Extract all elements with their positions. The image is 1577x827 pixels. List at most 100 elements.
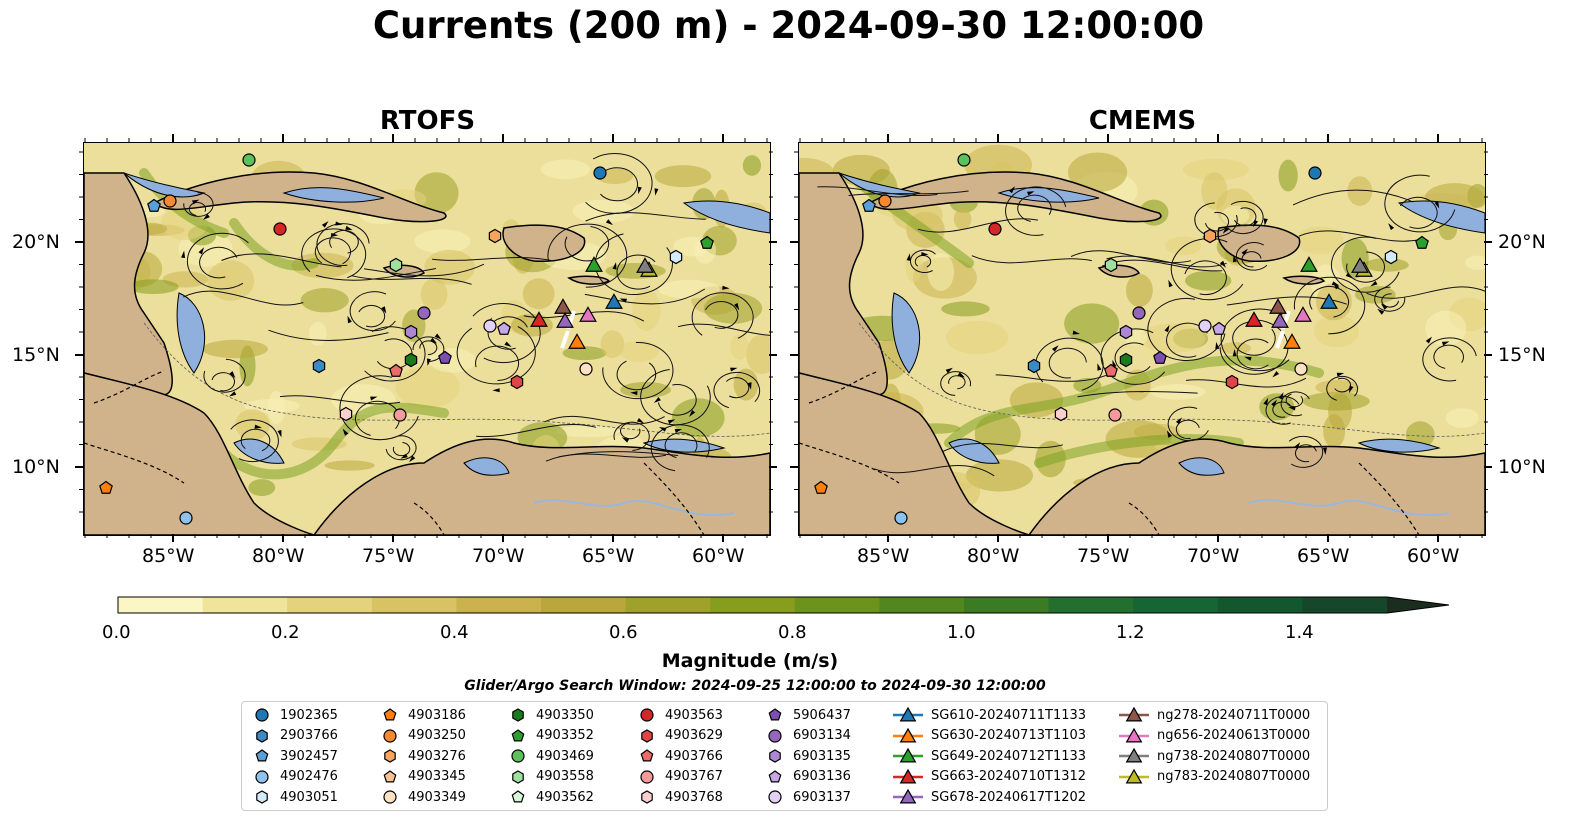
- streamline: [917, 218, 1038, 233]
- streamline-arrow: [1388, 223, 1395, 231]
- streamline-arrow: [1072, 330, 1080, 335]
- colorbar-segment: [456, 597, 542, 613]
- legend-symbol: [512, 769, 524, 784]
- shallow-shelf: [176, 292, 206, 374]
- streamline: [316, 223, 370, 266]
- float-marker: [147, 198, 161, 212]
- legend-triangle: [1125, 768, 1143, 784]
- streamline-arrow: [198, 247, 204, 255]
- current-magnitude-patch: [1278, 159, 1298, 192]
- legend-symbol: [255, 769, 269, 784]
- colorbar-tick-1: 0.2: [271, 622, 300, 643]
- streamline-arrow: [1425, 336, 1432, 344]
- legend-label: 6903135: [793, 748, 851, 764]
- streamline-arrow: [192, 199, 200, 205]
- current-magnitude-patch: [300, 288, 349, 313]
- streamline: [1205, 211, 1229, 232]
- float-marker: [1212, 321, 1226, 335]
- streamline-arrow: [277, 430, 282, 438]
- current-magnitude-patch: [522, 278, 555, 310]
- land-central-america: [799, 372, 1030, 535]
- colorbar-segment: [710, 597, 796, 613]
- streamline: [1175, 419, 1200, 440]
- float-marker: [179, 511, 193, 525]
- streamline: [584, 288, 706, 305]
- legend-item: 6903137: [765, 787, 851, 807]
- legend-marker-icon: [768, 708, 782, 721]
- streamline: [1227, 200, 1264, 235]
- streamline-arrow: [659, 427, 667, 432]
- shallow-shelf: [123, 172, 206, 198]
- streamline-arrow: [1008, 186, 1015, 194]
- legend-item: 6903136: [765, 767, 851, 787]
- current-magnitude-patch: [420, 278, 448, 310]
- streamline: [1236, 338, 1269, 370]
- legend-marker-icon: [1119, 706, 1149, 722]
- current-magnitude-patch: [941, 301, 990, 317]
- current-magnitude-patch: [658, 279, 720, 299]
- legend-marker-icon: [893, 788, 923, 804]
- glider-marker: [1300, 256, 1318, 272]
- colorbar-segment: [879, 597, 965, 613]
- legend-item: 4903276: [380, 746, 466, 766]
- float-marker: [404, 352, 418, 368]
- legend-symbol: [768, 790, 782, 804]
- current-magnitude-patch: [1464, 255, 1485, 270]
- streamline-arrow: [1272, 371, 1280, 378]
- colorbar-segment: [541, 597, 627, 613]
- legend-label: 4903563: [665, 707, 723, 723]
- float-marker: [393, 408, 407, 422]
- legend-item: 2903766: [252, 726, 338, 746]
- streamline: [691, 292, 754, 339]
- current-magnitude-patch: [1139, 323, 1206, 353]
- legend-label: ng783-20240807T0000: [1157, 769, 1311, 784]
- float-marker: [389, 363, 403, 377]
- rtofs-map: [83, 142, 771, 536]
- glider-marker: [1351, 257, 1369, 273]
- streamline-arrow: [347, 315, 352, 324]
- legend-triangle: [899, 747, 917, 763]
- streamline-arrow: [1333, 282, 1340, 290]
- legend-label: 3902457: [280, 748, 338, 764]
- streamline-arrow: [370, 396, 378, 401]
- streamline-arrow: [409, 455, 416, 463]
- legend-label: ng738-20240807T0000: [1157, 748, 1311, 764]
- lon-label-70w-left: 70°W: [472, 545, 525, 567]
- legend-label: 4902476: [280, 769, 338, 784]
- streamline: [1280, 391, 1310, 417]
- streamline-arrow: [202, 213, 210, 220]
- streamline: [351, 275, 472, 285]
- streamline: [914, 254, 932, 268]
- legend-label: 2903766: [280, 728, 338, 743]
- float-marker: [669, 249, 683, 265]
- streamline: [677, 323, 770, 336]
- legend-symbol: [255, 708, 269, 722]
- shallow-shelf: [682, 200, 770, 234]
- legend-symbol: [511, 790, 525, 803]
- streamline-arrow: [630, 391, 638, 396]
- legend-label: 4903051: [280, 789, 338, 805]
- streamline: [657, 384, 697, 416]
- float-marker: [1132, 306, 1146, 320]
- legend-marker-icon: [640, 708, 654, 722]
- float-marker: [862, 198, 876, 212]
- colorbar-segment: [794, 597, 880, 613]
- legend-marker-icon: [384, 749, 396, 763]
- streamline: [1147, 297, 1226, 361]
- streamline: [1366, 286, 1485, 299]
- legend-label: SG610-20240711T1133: [931, 707, 1087, 723]
- colorbar-segment: [1048, 597, 1134, 613]
- streamline-arrow: [1175, 417, 1183, 425]
- legend-label: 6903134: [793, 728, 851, 743]
- float-marker: [483, 319, 497, 333]
- legend-label: 4903767: [665, 769, 723, 784]
- current-magnitude-patch: [927, 253, 955, 291]
- float-marker: [1153, 350, 1167, 364]
- streamline: [1422, 337, 1477, 382]
- legend-marker-icon: [255, 708, 269, 722]
- lon-label-65w-right: 65°W: [1297, 545, 1350, 567]
- float-marker: [878, 194, 892, 208]
- streamline-arrow: [1349, 385, 1354, 394]
- glider-marker: [554, 298, 572, 314]
- legend-label: 4903562: [536, 789, 594, 805]
